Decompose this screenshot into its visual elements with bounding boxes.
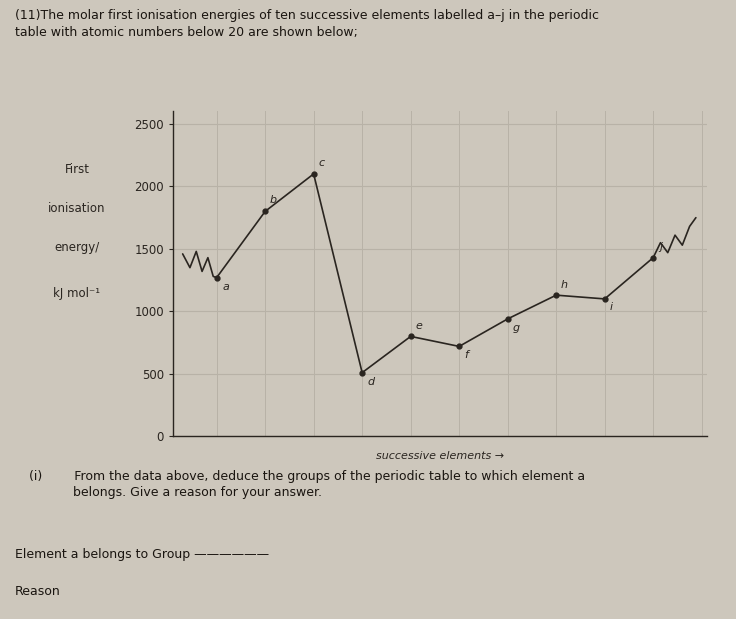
- Text: j: j: [659, 242, 662, 252]
- Text: f: f: [464, 350, 468, 360]
- Text: ionisation: ionisation: [48, 202, 106, 215]
- Text: i: i: [609, 302, 612, 312]
- Text: a: a: [222, 282, 230, 292]
- Text: (i)        From the data above, deduce the groups of the periodic table to which: (i) From the data above, deduce the grou…: [29, 470, 586, 483]
- Text: successive elements →: successive elements →: [375, 451, 504, 461]
- Text: energy/: energy/: [54, 241, 99, 254]
- Text: First: First: [65, 163, 89, 176]
- Text: Reason: Reason: [15, 585, 60, 598]
- Text: b: b: [270, 194, 277, 205]
- Text: e: e: [416, 321, 422, 331]
- Text: table with atomic numbers below 20 are shown below;: table with atomic numbers below 20 are s…: [15, 26, 358, 39]
- Text: g: g: [512, 322, 520, 333]
- Text: kJ mol⁻¹: kJ mol⁻¹: [53, 287, 101, 300]
- Text: d: d: [367, 376, 374, 386]
- Text: (11)The molar first ionisation energies of ten successive elements labelled a–j : (11)The molar first ionisation energies …: [15, 9, 598, 22]
- Text: c: c: [319, 158, 325, 168]
- Text: belongs. Give a reason for your answer.: belongs. Give a reason for your answer.: [29, 486, 322, 499]
- Text: h: h: [561, 280, 568, 290]
- Text: Element a belongs to Group ——————: Element a belongs to Group ——————: [15, 548, 269, 561]
